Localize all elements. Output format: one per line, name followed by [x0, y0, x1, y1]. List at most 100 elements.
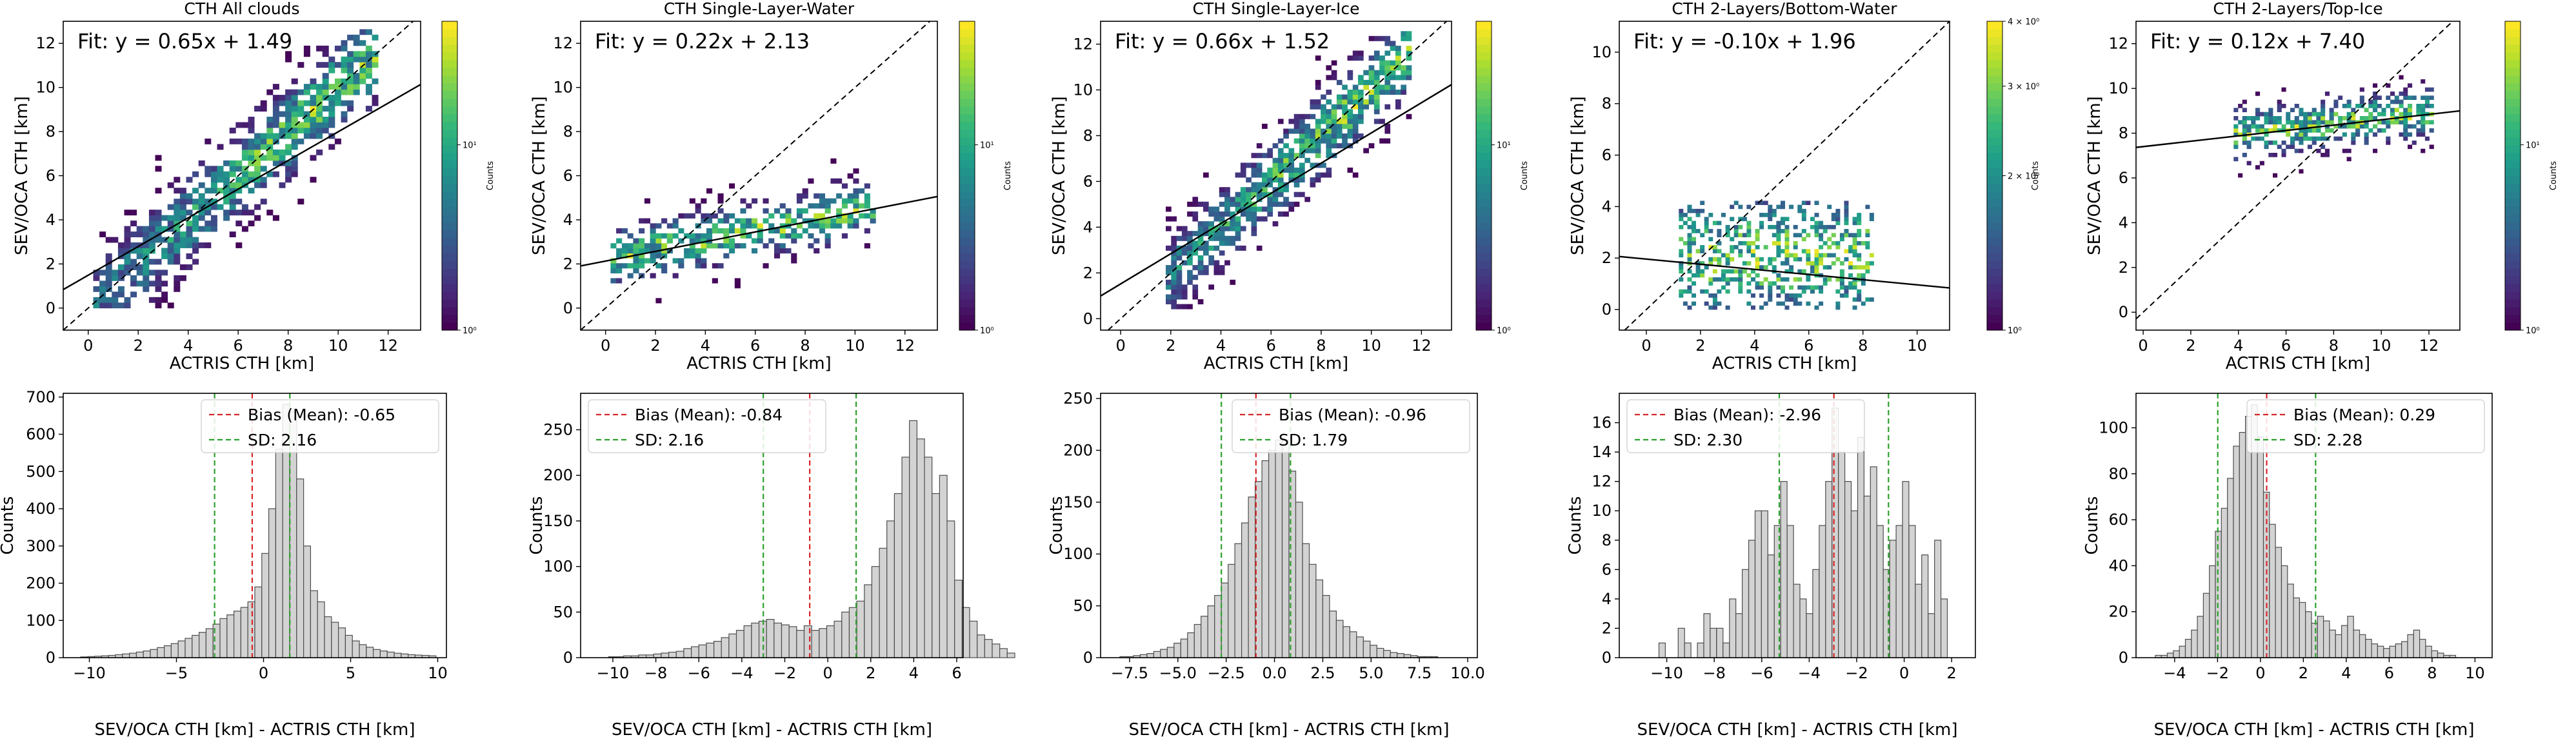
x-tick-label: 2: [1947, 664, 1957, 682]
heatmap-cell: [2333, 136, 2339, 141]
heatmap-cell: [1721, 285, 1726, 290]
heatmap-cell: [174, 253, 181, 259]
histogram-bar: [2191, 629, 2198, 658]
heatmap-cell: [1358, 104, 1364, 110]
heatmap-cell: [248, 122, 255, 128]
heatmap-cell: [2403, 112, 2408, 117]
heatmap-cell: [717, 263, 724, 269]
histogram-bar: [1397, 653, 1404, 658]
heatmap-cell: [1181, 250, 1188, 256]
heatmap-cell: [796, 208, 803, 214]
heatmap-cell: [1763, 201, 1768, 205]
heatmap-cell: [2373, 148, 2378, 153]
heatmap-cell: [1208, 211, 1214, 217]
heatmap-cell: [1679, 289, 1684, 294]
heatmap-cell: [310, 95, 317, 101]
heatmap-cell: [1315, 104, 1321, 110]
heatmap-cell: [1342, 143, 1348, 149]
heatmap-cell: [291, 111, 298, 117]
heatmap-cell: [241, 122, 248, 128]
heatmap-cell: [1293, 182, 1300, 188]
heatmap-cell: [2281, 124, 2286, 129]
heatmap-cell: [1692, 224, 1696, 230]
heatmap-cell: [1187, 240, 1193, 246]
heatmap-cell: [1304, 157, 1310, 163]
heatmap-cell: [161, 291, 168, 298]
heatmap-cell: [2351, 116, 2356, 121]
heatmap-cell: [229, 128, 236, 133]
heatmap-cell: [2390, 112, 2395, 117]
heatmap-cell: [1751, 240, 1755, 246]
heatmap-cells: [610, 158, 876, 304]
heatmap-cell: [1176, 284, 1183, 290]
heatmap-cell: [1687, 253, 1692, 258]
heatmap-cell: [2416, 108, 2421, 112]
heatmap-cell: [1166, 226, 1172, 231]
y-tick-label: 150: [543, 512, 573, 530]
heatmap-cell: [279, 100, 286, 106]
histogram-bar: [675, 651, 684, 658]
heatmap-cell: [1192, 240, 1199, 246]
heatmap-cell: [2394, 99, 2399, 104]
heatmap-cell: [853, 178, 859, 184]
heatmap-cell: [2373, 104, 2378, 108]
heatmap-cell: [870, 213, 876, 219]
heatmap-cell: [2238, 120, 2243, 124]
heatmap-cell: [117, 302, 125, 309]
heatmap-cell: [1251, 226, 1257, 231]
heatmap-cell: [1251, 162, 1257, 168]
heatmap-cell: [167, 237, 174, 243]
heatmap-cell: [819, 218, 825, 224]
heatmap-cell: [655, 238, 662, 244]
colorbar-segment: [1987, 152, 2002, 161]
colorbar-segment: [1987, 21, 2002, 30]
heatmap-cell: [752, 223, 758, 229]
heatmap-cell: [1187, 270, 1193, 275]
heatmap-cell: [2381, 128, 2386, 133]
heatmap-cell: [303, 117, 310, 123]
histogram-bar: [254, 586, 263, 658]
heatmap-cell: [678, 258, 684, 264]
heatmap-cell: [1203, 265, 1209, 271]
heatmap-cell: [1738, 269, 1743, 274]
heatmap-cell: [1822, 281, 1828, 286]
heatmap-cell: [1797, 269, 1802, 274]
histogram-bar: [2317, 616, 2324, 658]
heatmap-cell: [1857, 289, 1862, 294]
colorbar-segment: [2505, 67, 2521, 76]
heatmap-cell: [2403, 87, 2408, 92]
heatmap-cell: [779, 248, 786, 254]
histogram-bar: [721, 637, 730, 658]
heatmap-cell: [1822, 253, 1828, 258]
heatmap-cell: [186, 242, 193, 248]
heatmap-cell: [1192, 216, 1199, 222]
colorbar-segment: [1987, 237, 2002, 246]
heatmap-cell: [2364, 136, 2369, 141]
x-tick-label: 12: [2419, 337, 2439, 355]
colorbar-segment: [2505, 113, 2521, 123]
heatmap-cell: [1262, 177, 1268, 182]
colorbar-segment: [1987, 137, 2002, 146]
histogram-bar: [143, 650, 151, 658]
colorbar-segment: [1987, 67, 2002, 76]
colorbar-segment: [442, 260, 457, 269]
heatmap-cell: [1806, 285, 1811, 290]
heatmap-cell: [1835, 277, 1841, 282]
histogram-bar: [1302, 543, 1310, 658]
heatmap-cell: [1373, 35, 1380, 41]
heatmap-cell: [1700, 289, 1705, 294]
heatmap-cell: [706, 188, 713, 194]
histogram-bar: [2437, 653, 2444, 658]
heatmap-cell: [1738, 233, 1743, 237]
heatmap-cell: [1768, 257, 1773, 262]
heatmap-cell: [1235, 216, 1241, 222]
heatmap-cell: [661, 218, 668, 224]
histogram-bar: [2323, 620, 2330, 658]
heatmap-cell: [285, 166, 292, 172]
heatmap-cell: [1806, 233, 1811, 237]
colorbar-segment: [1987, 168, 2002, 177]
heatmap-cell: [1310, 113, 1316, 119]
heatmap-cell: [1390, 60, 1396, 66]
heatmap-cell: [174, 215, 181, 221]
heatmap-cell: [310, 111, 317, 117]
